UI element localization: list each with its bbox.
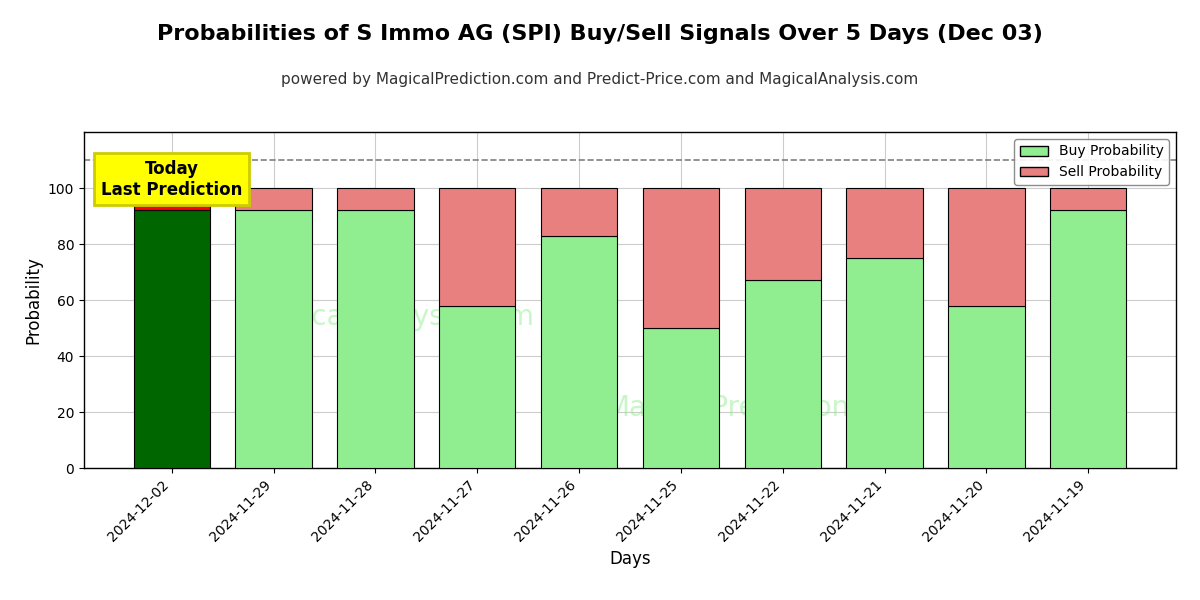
Bar bbox=[337, 188, 414, 211]
Text: Probabilities of S Immo AG (SPI) Buy/Sell Signals Over 5 Days (Dec 03): Probabilities of S Immo AG (SPI) Buy/Sel… bbox=[157, 24, 1043, 44]
Bar bbox=[1050, 188, 1127, 211]
Text: powered by MagicalPrediction.com and Predict-Price.com and MagicalAnalysis.com: powered by MagicalPrediction.com and Pre… bbox=[281, 72, 919, 87]
Text: MagicalPrediction.com: MagicalPrediction.com bbox=[605, 394, 917, 422]
Bar bbox=[643, 328, 719, 468]
Bar bbox=[948, 305, 1025, 468]
Bar bbox=[1050, 211, 1127, 468]
Bar bbox=[744, 280, 821, 468]
Text: MagicalAnalysis.com: MagicalAnalysis.com bbox=[245, 303, 534, 331]
Bar bbox=[541, 188, 617, 236]
Bar bbox=[846, 188, 923, 258]
Y-axis label: Probability: Probability bbox=[24, 256, 42, 344]
Bar bbox=[846, 258, 923, 468]
Legend: Buy Probability, Sell Probability: Buy Probability, Sell Probability bbox=[1014, 139, 1169, 185]
Bar bbox=[439, 305, 516, 468]
Bar bbox=[541, 236, 617, 468]
Bar bbox=[235, 211, 312, 468]
Bar bbox=[744, 188, 821, 280]
Bar bbox=[948, 188, 1025, 305]
Bar bbox=[439, 188, 516, 305]
Bar bbox=[235, 188, 312, 211]
Bar bbox=[337, 211, 414, 468]
Bar bbox=[133, 188, 210, 211]
Bar bbox=[643, 188, 719, 328]
X-axis label: Days: Days bbox=[610, 550, 650, 568]
Bar bbox=[133, 211, 210, 468]
Text: Today
Last Prediction: Today Last Prediction bbox=[101, 160, 242, 199]
